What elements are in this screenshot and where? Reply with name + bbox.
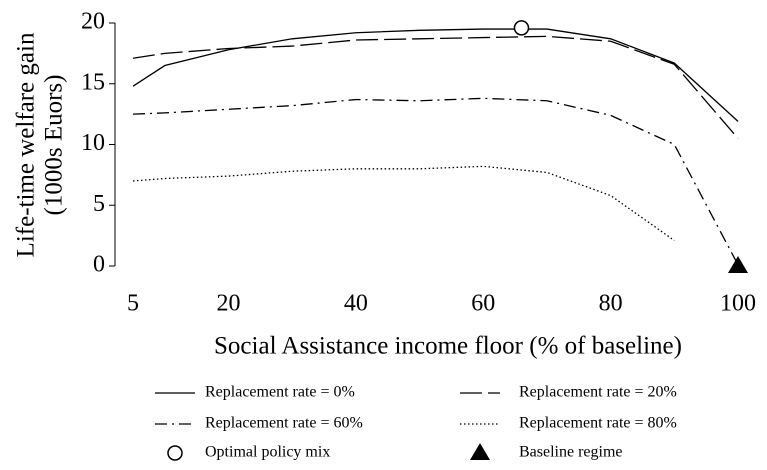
- x-tick-label: 60: [471, 291, 495, 317]
- x-axis-title: Social Assistance income floor (% of bas…: [214, 333, 682, 360]
- legend-swatch: [470, 443, 490, 460]
- legend-label: Baseline regime: [519, 444, 623, 461]
- legend-label: Replacement rate = 20%: [519, 384, 677, 401]
- x-tick-label: 40: [344, 291, 368, 317]
- legend-label: Replacement rate = 80%: [519, 415, 677, 432]
- y-axis-title: Life-time welfare gain: [13, 32, 40, 257]
- series-line: [132, 165, 675, 242]
- series-line: [132, 35, 739, 139]
- legend-label: Replacement rate = 0%: [205, 384, 355, 401]
- y-tick-label: 5: [93, 191, 105, 217]
- baseline-marker: [728, 256, 748, 273]
- y-axis-title: (1000s Euors): [41, 75, 68, 216]
- legend-label: Replacement rate = 60%: [205, 415, 363, 432]
- x-tick-label: 80: [599, 291, 623, 317]
- legend-swatch: [167, 445, 183, 461]
- optimal-marker: [513, 20, 530, 36]
- y-tick-label: 20: [81, 9, 105, 35]
- x-tick-label: 20: [217, 291, 241, 317]
- y-tick-label: 10: [81, 130, 105, 156]
- y-tick-label: 15: [81, 69, 105, 95]
- series-line: [132, 28, 739, 122]
- x-tick-label: 100: [720, 291, 756, 317]
- y-tick-label: 0: [93, 252, 105, 278]
- series-line: [132, 97, 739, 266]
- x-tick-label: 5: [127, 291, 139, 317]
- legend-label: Optimal policy mix: [205, 444, 330, 461]
